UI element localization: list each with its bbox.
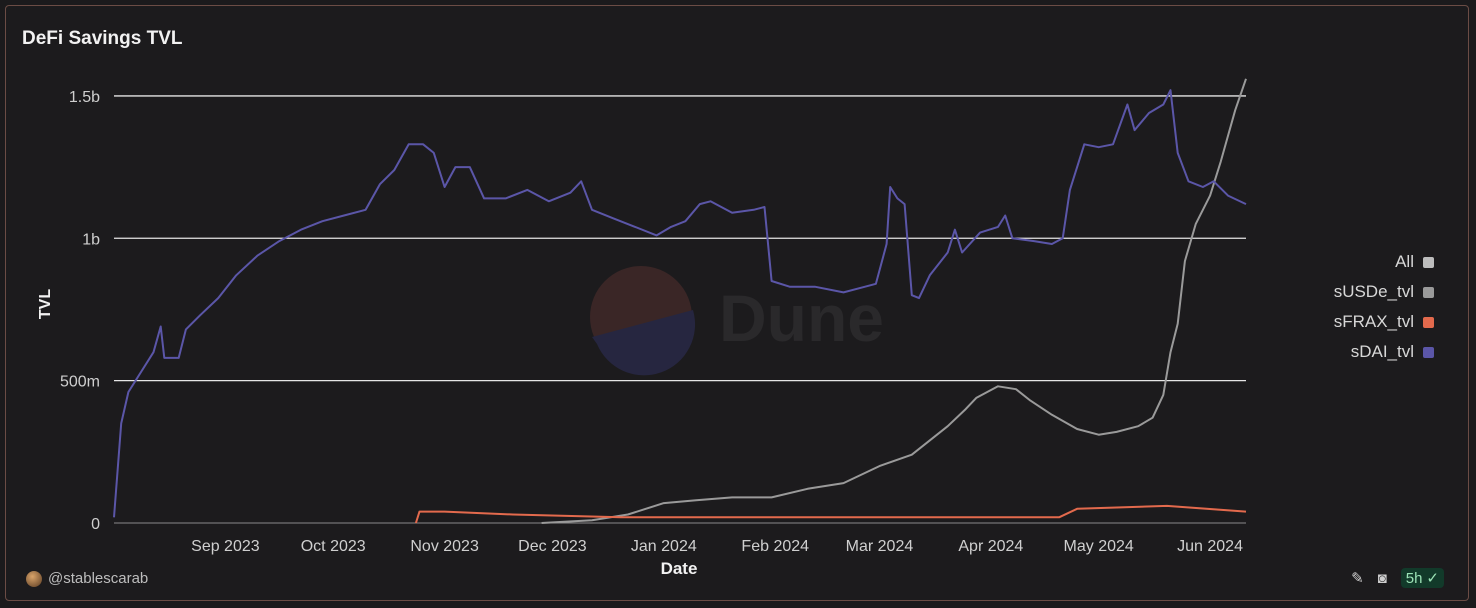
y-tick-label: 500m: [60, 374, 100, 391]
author-handle: @stablescarab: [48, 570, 149, 587]
legend-item[interactable]: All: [1334, 247, 1434, 277]
legend-item[interactable]: sUSDe_tvl: [1334, 277, 1434, 307]
x-axis-label: Date: [661, 559, 698, 578]
legend-item[interactable]: sFRAX_tvl: [1334, 307, 1434, 337]
x-tick-label: Mar 2024: [846, 538, 914, 555]
legend-label: All: [1395, 252, 1414, 271]
author[interactable]: @stablescarab: [26, 570, 148, 587]
legend-swatch: [1423, 316, 1434, 328]
legend-label: sDAI_tvl: [1350, 342, 1414, 361]
unpin-icon[interactable]: ✎: [1351, 570, 1364, 587]
legend-swatch: [1423, 346, 1434, 358]
x-tick-label: Apr 2024: [958, 538, 1023, 555]
legend-item[interactable]: sDAI_tvl: [1334, 337, 1434, 367]
camera-icon[interactable]: ◙: [1377, 569, 1387, 587]
watermark-text: Dune: [719, 281, 884, 355]
y-tick-label: 1b: [82, 231, 100, 248]
x-tick-label: Dec 2023: [518, 538, 587, 555]
line-chart: Dune 0 500m 1b 1.5b Sep 2023 Oct 2023 Nov 202…: [37, 78, 1247, 578]
legend-swatch: [1423, 256, 1434, 268]
x-tick-label: Jan 2024: [631, 538, 697, 555]
legend-label: sFRAX_tvl: [1333, 312, 1414, 331]
refresh-age: 5h: [1405, 569, 1423, 587]
watermark-circle-lower: [592, 310, 696, 376]
series-line-sUSDe_tvl[interactable]: [541, 78, 1247, 524]
x-tick-label: May 2024: [1064, 538, 1134, 555]
chart-card: DeFi Savings TVL Dune 0 500m 1b 1.5b Sep 20…: [5, 5, 1469, 601]
y-tick-label: 1.5b: [69, 89, 100, 106]
legend-swatch: [1423, 286, 1434, 298]
series-line-sFRAX_tvl[interactable]: [414, 504, 1247, 524]
legend-label: sUSDe_tvl: [1333, 282, 1414, 301]
footer-actions: ✎ ◙ 5h ✓: [1351, 568, 1444, 588]
y-axis-label: TVL: [37, 289, 54, 319]
dune-watermark: Dune: [590, 266, 884, 376]
legend: All sUSDe_tvl sFRAX_tvl sDAI_tvl: [1334, 247, 1434, 367]
x-tick-label: Jun 2024: [1177, 538, 1243, 555]
chart-title: DeFi Savings TVL: [22, 28, 183, 49]
avatar: [26, 570, 42, 587]
refresh-badge[interactable]: 5h ✓: [1400, 568, 1444, 588]
x-tick-label: Sep 2023: [191, 538, 260, 555]
x-tick-label: Nov 2023: [410, 538, 479, 555]
x-tick-label: Oct 2023: [301, 538, 366, 555]
check-circle-icon: ✓: [1426, 570, 1439, 587]
series-line-sDAI_tvl[interactable]: [113, 89, 1247, 518]
x-tick-label: Feb 2024: [741, 538, 809, 555]
y-tick-label: 0: [91, 516, 100, 533]
